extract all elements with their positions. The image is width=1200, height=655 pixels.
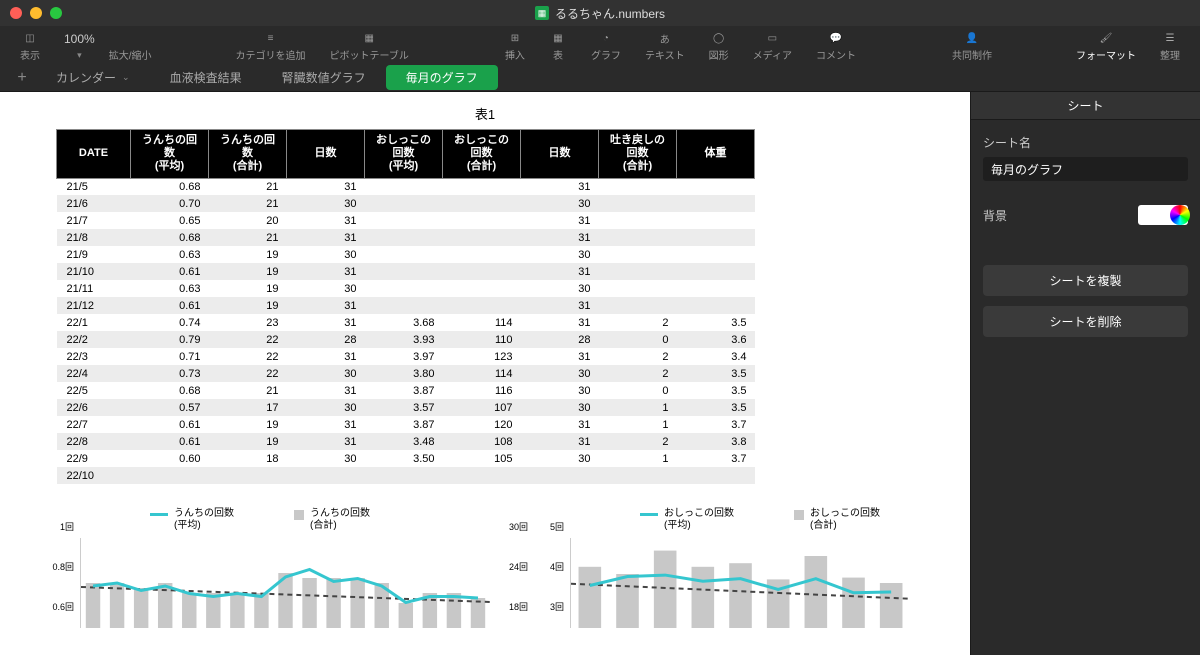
- table-row[interactable]: 22/20.7922283.931102803.6: [57, 331, 755, 348]
- tb-zoom-label: 拡大/縮小: [97, 28, 164, 64]
- tb-format[interactable]: 🖌 フォーマット: [1064, 28, 1148, 64]
- inspector-tab-sheet[interactable]: シート: [971, 92, 1200, 119]
- delete-sheet-button[interactable]: シートを削除: [983, 306, 1188, 337]
- tb-comment[interactable]: 💬 コメント: [804, 28, 868, 64]
- traffic-lights: [10, 7, 62, 19]
- file-icon: ▦: [535, 6, 549, 20]
- inspector: シート シート名 背景 シートを複製 シートを削除: [970, 92, 1200, 655]
- table-title[interactable]: 表1: [0, 104, 970, 123]
- table-row[interactable]: 21/50.68213131: [57, 178, 755, 195]
- tb-insert[interactable]: ⊞ 挿入: [493, 28, 537, 64]
- max-dot[interactable]: [50, 7, 62, 19]
- col-header[interactable]: 日数: [521, 130, 599, 179]
- tb-organize[interactable]: ☰ 整理: [1148, 28, 1192, 64]
- table-row[interactable]: 22/50.6821313.871163003.5: [57, 382, 755, 399]
- col-header[interactable]: 日数: [287, 130, 365, 179]
- shape-icon: ◯: [710, 30, 728, 46]
- tb-pivot[interactable]: ▦ ピボットテーブル: [317, 28, 420, 64]
- chart-icon: ◔: [597, 30, 615, 46]
- table-row[interactable]: 21/90.63193030: [57, 246, 755, 263]
- comment-icon: 💬: [827, 30, 845, 46]
- tb-category[interactable]: ≡ カテゴリを追加: [223, 28, 317, 64]
- sidebar-icon: ◫: [21, 30, 39, 46]
- sheet-tab-calendar[interactable]: カレンダー ⌄: [36, 65, 150, 90]
- tb-media[interactable]: ▭ メディア: [741, 28, 804, 64]
- min-dot[interactable]: [30, 7, 42, 19]
- table-row[interactable]: 22/30.7122313.971233123.4: [57, 348, 755, 365]
- data-table[interactable]: DATEうんちの回数(平均)うんちの回数(合計)日数おしっこの回数(平均)おしっ…: [56, 129, 755, 484]
- table-row[interactable]: 21/120.61193131: [57, 297, 755, 314]
- window-title: るるちゃん.numbers: [555, 5, 665, 22]
- table-row[interactable]: 21/60.70213030: [57, 195, 755, 212]
- pivot-icon: ▦: [360, 30, 378, 46]
- tb-view[interactable]: ◫ 表示: [8, 28, 52, 64]
- table-row[interactable]: 22/10: [57, 467, 755, 484]
- media-icon: ▭: [763, 30, 781, 46]
- chart-pee[interactable]: おしっこの回数(平均)おしっこの回数(合計) 5回4回3回: [530, 508, 910, 628]
- col-header[interactable]: おしっこの回数(平均): [365, 130, 443, 179]
- chevron-down-icon: ▾: [77, 50, 82, 61]
- sheet-tabs: + カレンダー ⌄ 血液検査結果 腎臓数値グラフ 毎月のグラフ: [0, 64, 1200, 92]
- table-row[interactable]: 21/100.61193131: [57, 263, 755, 280]
- canvas[interactable]: 表1 DATEうんちの回数(平均)うんちの回数(合計)日数おしっこの回数(平均)…: [0, 92, 970, 655]
- tb-table[interactable]: ▦ 表: [537, 28, 579, 64]
- tb-chart[interactable]: ◔ グラフ: [579, 28, 633, 64]
- list-icon: ≡: [261, 30, 279, 46]
- col-header[interactable]: 吐き戻しの回数(合計): [599, 130, 677, 179]
- grid-icon: ▦: [549, 30, 567, 46]
- table-row[interactable]: 21/80.68213131: [57, 229, 755, 246]
- table-row[interactable]: 21/70.65203131: [57, 212, 755, 229]
- table-row[interactable]: 22/70.6119313.871203113.7: [57, 416, 755, 433]
- sheet-name-label: シート名: [983, 134, 1188, 151]
- col-header[interactable]: DATE: [57, 130, 131, 179]
- bg-color-swatch[interactable]: [1138, 205, 1188, 225]
- brush-icon: 🖌: [1097, 30, 1115, 46]
- tb-shape[interactable]: ◯ 図形: [697, 28, 741, 64]
- col-header[interactable]: うんちの回数(合計): [209, 130, 287, 179]
- chart-poop[interactable]: うんちの回数(平均)うんちの回数(合計) 1回0.8回0.6回 30回24回18…: [40, 508, 490, 628]
- table-row[interactable]: 22/40.7322303.801143023.5: [57, 365, 755, 382]
- table-row[interactable]: 22/90.6018303.501053013.7: [57, 450, 755, 467]
- chevron-down-icon: ⌄: [122, 72, 130, 83]
- table-row[interactable]: 21/110.63193030: [57, 280, 755, 297]
- duplicate-sheet-button[interactable]: シートを複製: [983, 265, 1188, 296]
- col-header[interactable]: おしっこの回数(合計): [443, 130, 521, 179]
- table-row[interactable]: 22/60.5717303.571073013.5: [57, 399, 755, 416]
- add-sheet-button[interactable]: +: [8, 69, 36, 87]
- sheet-tab-kidney[interactable]: 腎臓数値グラフ: [262, 65, 386, 90]
- col-header[interactable]: 体重: [677, 130, 755, 179]
- close-dot[interactable]: [10, 7, 22, 19]
- tb-collab[interactable]: 👤 共同制作: [940, 28, 1004, 64]
- text-icon: あ: [656, 30, 674, 46]
- sheet-name-input[interactable]: [983, 157, 1188, 181]
- sheet-tab-monthly[interactable]: 毎月のグラフ: [386, 65, 498, 90]
- sliders-icon: ☰: [1161, 30, 1179, 46]
- sheet-tab-blood[interactable]: 血液検査結果: [150, 65, 262, 90]
- titlebar: ▦ るるちゃん.numbers: [0, 0, 1200, 26]
- collab-icon: 👤: [963, 30, 981, 46]
- table-row[interactable]: 22/10.7423313.681143123.5: [57, 314, 755, 331]
- col-header[interactable]: うんちの回数(平均): [131, 130, 209, 179]
- bg-label: 背景: [983, 207, 1007, 224]
- plus-icon: ⊞: [506, 30, 524, 46]
- tb-text[interactable]: あ テキスト: [633, 28, 697, 64]
- table-row[interactable]: 22/80.6119313.481083123.8: [57, 433, 755, 450]
- toolbar: ◫ 表示 100% ▾ 拡大/縮小 ≡ カテゴリを追加 ▦ ピボットテーブル ⊞…: [0, 26, 1200, 64]
